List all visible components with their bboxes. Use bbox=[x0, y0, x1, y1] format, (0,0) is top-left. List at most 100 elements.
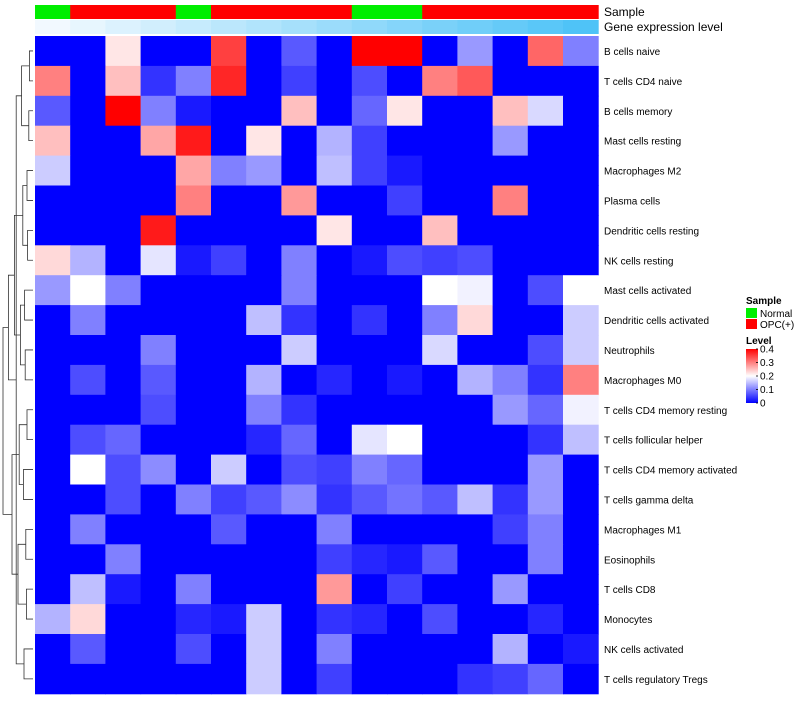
heatmap-cell bbox=[422, 634, 458, 665]
dendrogram-branch bbox=[26, 170, 33, 201]
legend-swatch-opc bbox=[746, 319, 757, 329]
heatmap-cell bbox=[281, 275, 318, 306]
heatmap-cell bbox=[351, 245, 388, 276]
heatmap-cell bbox=[281, 544, 318, 575]
sample-cell bbox=[70, 5, 106, 19]
row-label: Monocytes bbox=[604, 615, 652, 626]
heatmap-cell bbox=[140, 215, 177, 246]
heatmap-cell bbox=[175, 185, 212, 216]
heatmap-cell bbox=[457, 604, 494, 635]
heatmap-cell bbox=[211, 65, 247, 97]
row-label: NK cells activated bbox=[604, 645, 683, 656]
heatmap-cell bbox=[70, 484, 106, 515]
heatmap-cell bbox=[492, 245, 529, 276]
heatmap-cell bbox=[175, 514, 212, 545]
heatmap-cell bbox=[492, 364, 529, 396]
heatmap-cell bbox=[527, 514, 564, 545]
heatmap-cell bbox=[422, 185, 458, 216]
heatmap-cell bbox=[563, 305, 599, 336]
sample-cell bbox=[387, 5, 423, 19]
heatmap-cell bbox=[35, 215, 71, 246]
heatmap-cell bbox=[492, 215, 529, 246]
heatmap-cell bbox=[35, 604, 71, 635]
heatmap-cell bbox=[281, 65, 318, 97]
heatmap-cell bbox=[422, 305, 458, 336]
expression-cell bbox=[422, 20, 458, 34]
heatmap-cell bbox=[492, 424, 529, 456]
heatmap-cell bbox=[105, 663, 142, 695]
heatmap-cell bbox=[105, 36, 142, 67]
row-label: Mast cells activated bbox=[604, 286, 691, 297]
sample-cell bbox=[316, 5, 353, 19]
heatmap-cell bbox=[563, 95, 599, 127]
heatmap-cell bbox=[35, 634, 71, 665]
heatmap-cell bbox=[351, 155, 388, 186]
sample-cell bbox=[246, 5, 282, 19]
heatmap-cell bbox=[387, 245, 423, 276]
heatmap-cell bbox=[140, 185, 177, 216]
heatmap-cell bbox=[211, 484, 247, 515]
heatmap-cell bbox=[140, 245, 177, 276]
heatmap-cell bbox=[246, 215, 282, 246]
row-label: Macrophages M2 bbox=[604, 167, 682, 178]
heatmap-cell bbox=[211, 36, 247, 67]
heatmap-cell bbox=[527, 245, 564, 276]
heatmap-cell bbox=[105, 634, 142, 665]
heatmap-cell bbox=[387, 185, 423, 216]
heatmap-cell bbox=[492, 663, 529, 695]
heatmap-cell bbox=[175, 155, 212, 186]
heatmap-cell bbox=[140, 36, 177, 67]
heatmap-cell bbox=[492, 394, 529, 426]
row-dendrogram bbox=[2, 50, 33, 680]
heatmap-cell bbox=[35, 65, 71, 97]
heatmap-cell bbox=[175, 245, 212, 276]
heatmap-cell bbox=[175, 305, 212, 336]
heatmap-cell bbox=[140, 125, 177, 157]
heatmap-cell bbox=[351, 185, 388, 216]
row-label: T cells gamma delta bbox=[604, 495, 694, 506]
heatmap-cell bbox=[70, 185, 106, 216]
heatmap-cell bbox=[70, 544, 106, 575]
heatmap-cell bbox=[70, 305, 106, 336]
heatmap-cell bbox=[387, 364, 423, 396]
expression-cell bbox=[563, 20, 599, 34]
row-label: T cells CD8 bbox=[604, 585, 656, 596]
heatmap-cell bbox=[105, 424, 142, 456]
dendrogram-branch bbox=[15, 95, 24, 665]
row-label: B cells memory bbox=[604, 107, 672, 118]
heatmap-cell bbox=[211, 364, 247, 396]
heatmap-cell bbox=[563, 424, 599, 456]
heatmap-cell bbox=[563, 245, 599, 276]
level-legend-title: Level bbox=[746, 336, 772, 347]
heatmap-cell bbox=[175, 95, 212, 127]
dendrogram-branch bbox=[8, 274, 17, 381]
heatmap-cell bbox=[246, 36, 282, 67]
dendrogram-branch bbox=[17, 543, 27, 605]
heatmap-cell bbox=[457, 514, 494, 545]
heatmap-cell bbox=[387, 394, 423, 426]
heatmap-cell bbox=[527, 544, 564, 575]
heatmap-cell bbox=[492, 604, 529, 635]
heatmap-cell bbox=[246, 65, 282, 97]
heatmap-cell bbox=[35, 275, 71, 306]
heatmap-cell bbox=[175, 574, 212, 605]
heatmap-cell bbox=[492, 335, 529, 366]
heatmap-cell bbox=[105, 275, 142, 306]
heatmap-cell bbox=[351, 454, 388, 485]
heatmap-cell bbox=[175, 394, 212, 426]
heatmap-cell bbox=[140, 335, 177, 366]
heatmap-cell bbox=[492, 155, 529, 186]
expression-cell bbox=[105, 20, 142, 34]
expression-cell bbox=[457, 20, 494, 34]
heatmap-cell bbox=[35, 36, 71, 67]
heatmap-cell bbox=[175, 36, 212, 67]
heatmap-cell bbox=[492, 125, 529, 157]
heatmap-cell bbox=[492, 634, 529, 665]
sample-cell bbox=[457, 5, 494, 19]
heatmap-cell bbox=[35, 335, 71, 366]
heatmap-cell bbox=[316, 394, 353, 426]
heatmap-cell bbox=[211, 275, 247, 306]
heatmap-cell bbox=[351, 514, 388, 545]
heatmap-cell bbox=[457, 424, 494, 456]
